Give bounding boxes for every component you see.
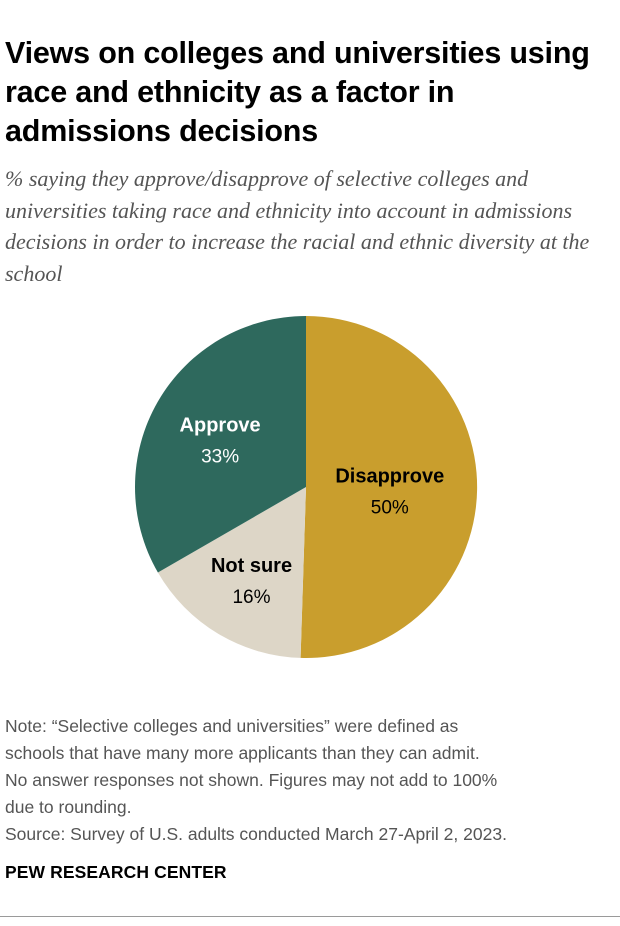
bottom-divider bbox=[0, 916, 620, 917]
chart-title: Views on colleges and universities using… bbox=[5, 36, 590, 148]
slice-label: Disapprove bbox=[335, 465, 444, 487]
slice-value-label: 33% bbox=[201, 446, 239, 467]
pie-chart: Disapprove 50% Not sure 16% Approve 33% bbox=[0, 300, 620, 680]
brand-logo-text: PEW RESEARCH CENTER bbox=[5, 862, 227, 882]
note-line: schools that have many more applicants t… bbox=[5, 743, 480, 763]
note-line: Note: “Selective colleges and universiti… bbox=[5, 716, 459, 736]
source-line: Source: Survey of U.S. adults conducted … bbox=[5, 824, 507, 844]
slice-label: Not sure bbox=[211, 555, 292, 577]
slice-value-label: 50% bbox=[371, 497, 409, 518]
slice-label: Approve bbox=[180, 414, 261, 436]
pie-chart-svg: Disapprove 50% Not sure 16% Approve 33% bbox=[135, 315, 478, 658]
pie-slice-approve bbox=[135, 316, 306, 573]
pie-slice-not-sure bbox=[157, 487, 306, 658]
note-line: due to rounding. bbox=[5, 797, 132, 817]
chart-subtitle: % saying they approve/disapprove of sele… bbox=[5, 166, 590, 286]
pie-slice-disapprove bbox=[300, 315, 478, 658]
chart-notes: Note: “Selective colleges and universiti… bbox=[5, 713, 617, 848]
note-line: No answer responses not shown. Figures m… bbox=[5, 770, 498, 790]
slice-value-label: 16% bbox=[232, 587, 270, 608]
